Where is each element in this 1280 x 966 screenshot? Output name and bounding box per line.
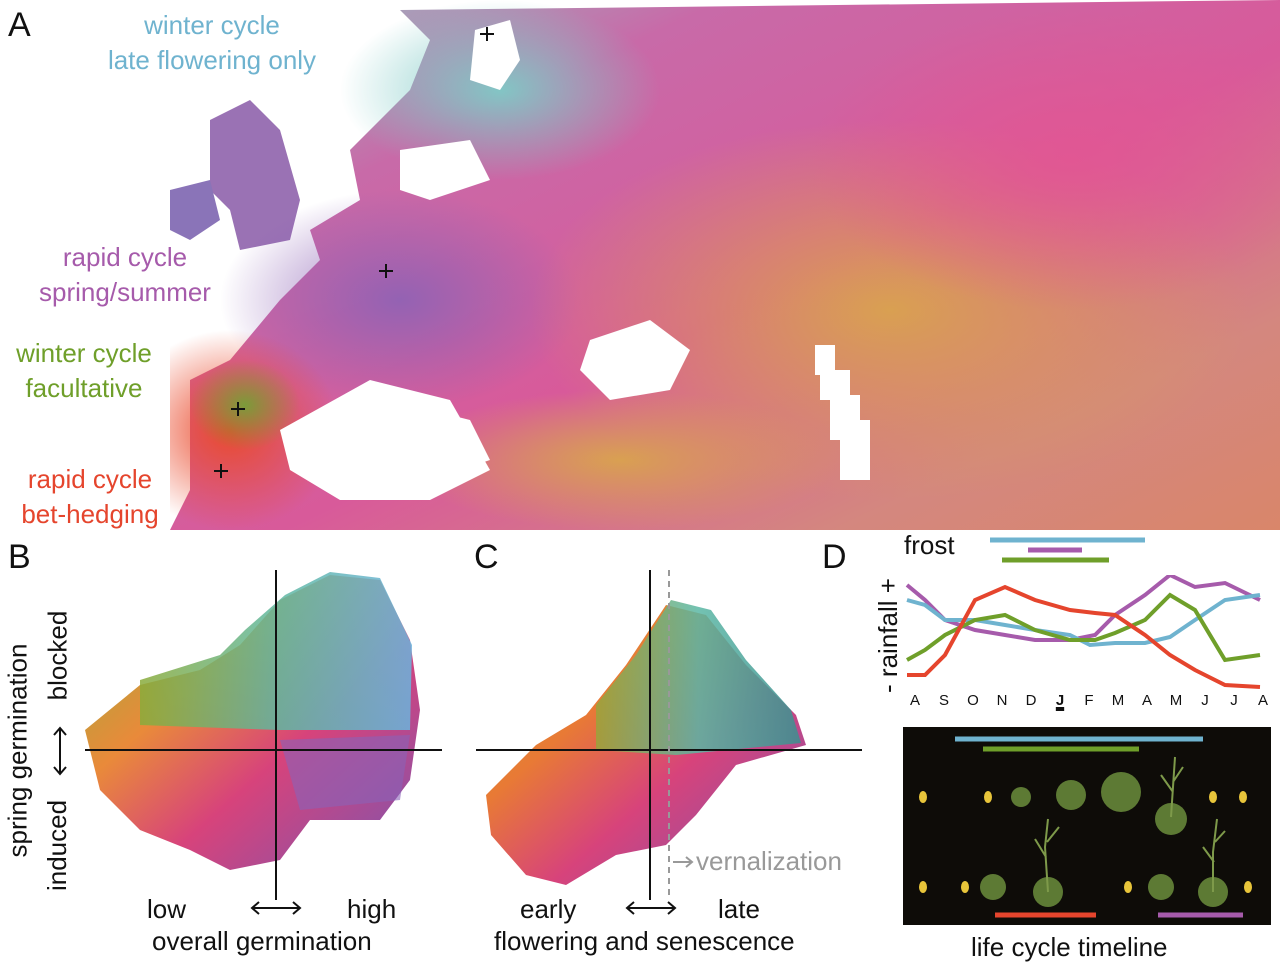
map-label-rapid-spring: rapid cycle spring/summer [10, 240, 240, 310]
vernalization-arrow-icon [673, 856, 694, 868]
seeds-row-top [919, 791, 1247, 803]
sampling-site-markers [214, 27, 494, 478]
europe-climate-map [170, 0, 1280, 530]
label-line: rapid cycle [62, 242, 188, 272]
scatter-c-cloud [486, 600, 806, 885]
map-label-rapid-bethedging: rapid cycle bet-hedging [4, 462, 176, 532]
label-line: facultative [25, 373, 143, 403]
rosettes-row-top [1011, 772, 1187, 835]
rainfall-label-wrap: - rainfall + [870, 570, 906, 700]
c-x-early-label: early [520, 894, 577, 924]
b-y-induced-wrap: induced [40, 790, 76, 900]
month-label: A [1257, 692, 1268, 709]
panel-letter-b: B [8, 538, 31, 576]
map-label-winter-late: winter cycle late flowering only [62, 8, 362, 78]
frost-bars [990, 537, 1145, 563]
label-line: spring/summer [39, 277, 211, 307]
month-label: A [1141, 692, 1152, 709]
b-y-blocked-wrap: blocked [40, 600, 76, 710]
c-x-double-arrow-icon [625, 901, 677, 915]
month-label: N [996, 692, 1008, 709]
month-label: F [1084, 692, 1094, 709]
life-cycle-timeline-image [903, 727, 1271, 925]
month-label: J [1201, 692, 1209, 709]
b-x-axis-title: overall germination [152, 926, 372, 956]
life-cycle-timeline-label: life cycle timeline [971, 932, 1168, 962]
month-label: J [1230, 692, 1238, 709]
b-y-axis-title: spring germination [2, 643, 33, 857]
month-label: A [909, 692, 920, 709]
panel-letter-a: A [8, 6, 31, 44]
b-y-axis-title-wrap: spring germination [0, 600, 36, 900]
month-label: M [1111, 692, 1125, 709]
month-label: D [1025, 692, 1037, 709]
seeds-row-bottom [919, 881, 1252, 893]
label-line: winter cycle [144, 10, 280, 40]
month-label-bold: J [1055, 692, 1065, 709]
c-x-axis-title: flowering and senescence [494, 926, 795, 956]
b-x-low-label: low [147, 894, 187, 924]
rainfall-label: - rainfall + [872, 577, 903, 693]
scatter-c-axes [476, 570, 862, 900]
month-label: S [938, 692, 949, 709]
label-line: late flowering only [107, 45, 317, 75]
label-line: rapid cycle [27, 464, 153, 494]
label-line: bet-hedging [21, 499, 159, 529]
map-label-winter-facultative: winter cycle facultative [0, 336, 168, 406]
b-x-double-arrow-icon [250, 901, 302, 915]
vernalization-label: vernalization [696, 846, 842, 876]
b-x-high-label: high [347, 894, 397, 924]
panel-letter-c: C [474, 538, 499, 576]
scatter-b-axes [85, 570, 442, 900]
c-x-late-label: late [718, 894, 760, 924]
frost-label: frost [904, 530, 955, 560]
b-y-double-arrow-icon [53, 726, 67, 776]
b-y-bottom-label: induced [42, 799, 73, 891]
rainfall-chart [905, 575, 1261, 689]
month-label: M [1169, 692, 1183, 709]
b-y-top-label: blocked [42, 610, 73, 700]
label-line: winter cycle [16, 338, 152, 368]
month-label: O [967, 692, 979, 709]
panel-letter-d: D [822, 538, 847, 576]
